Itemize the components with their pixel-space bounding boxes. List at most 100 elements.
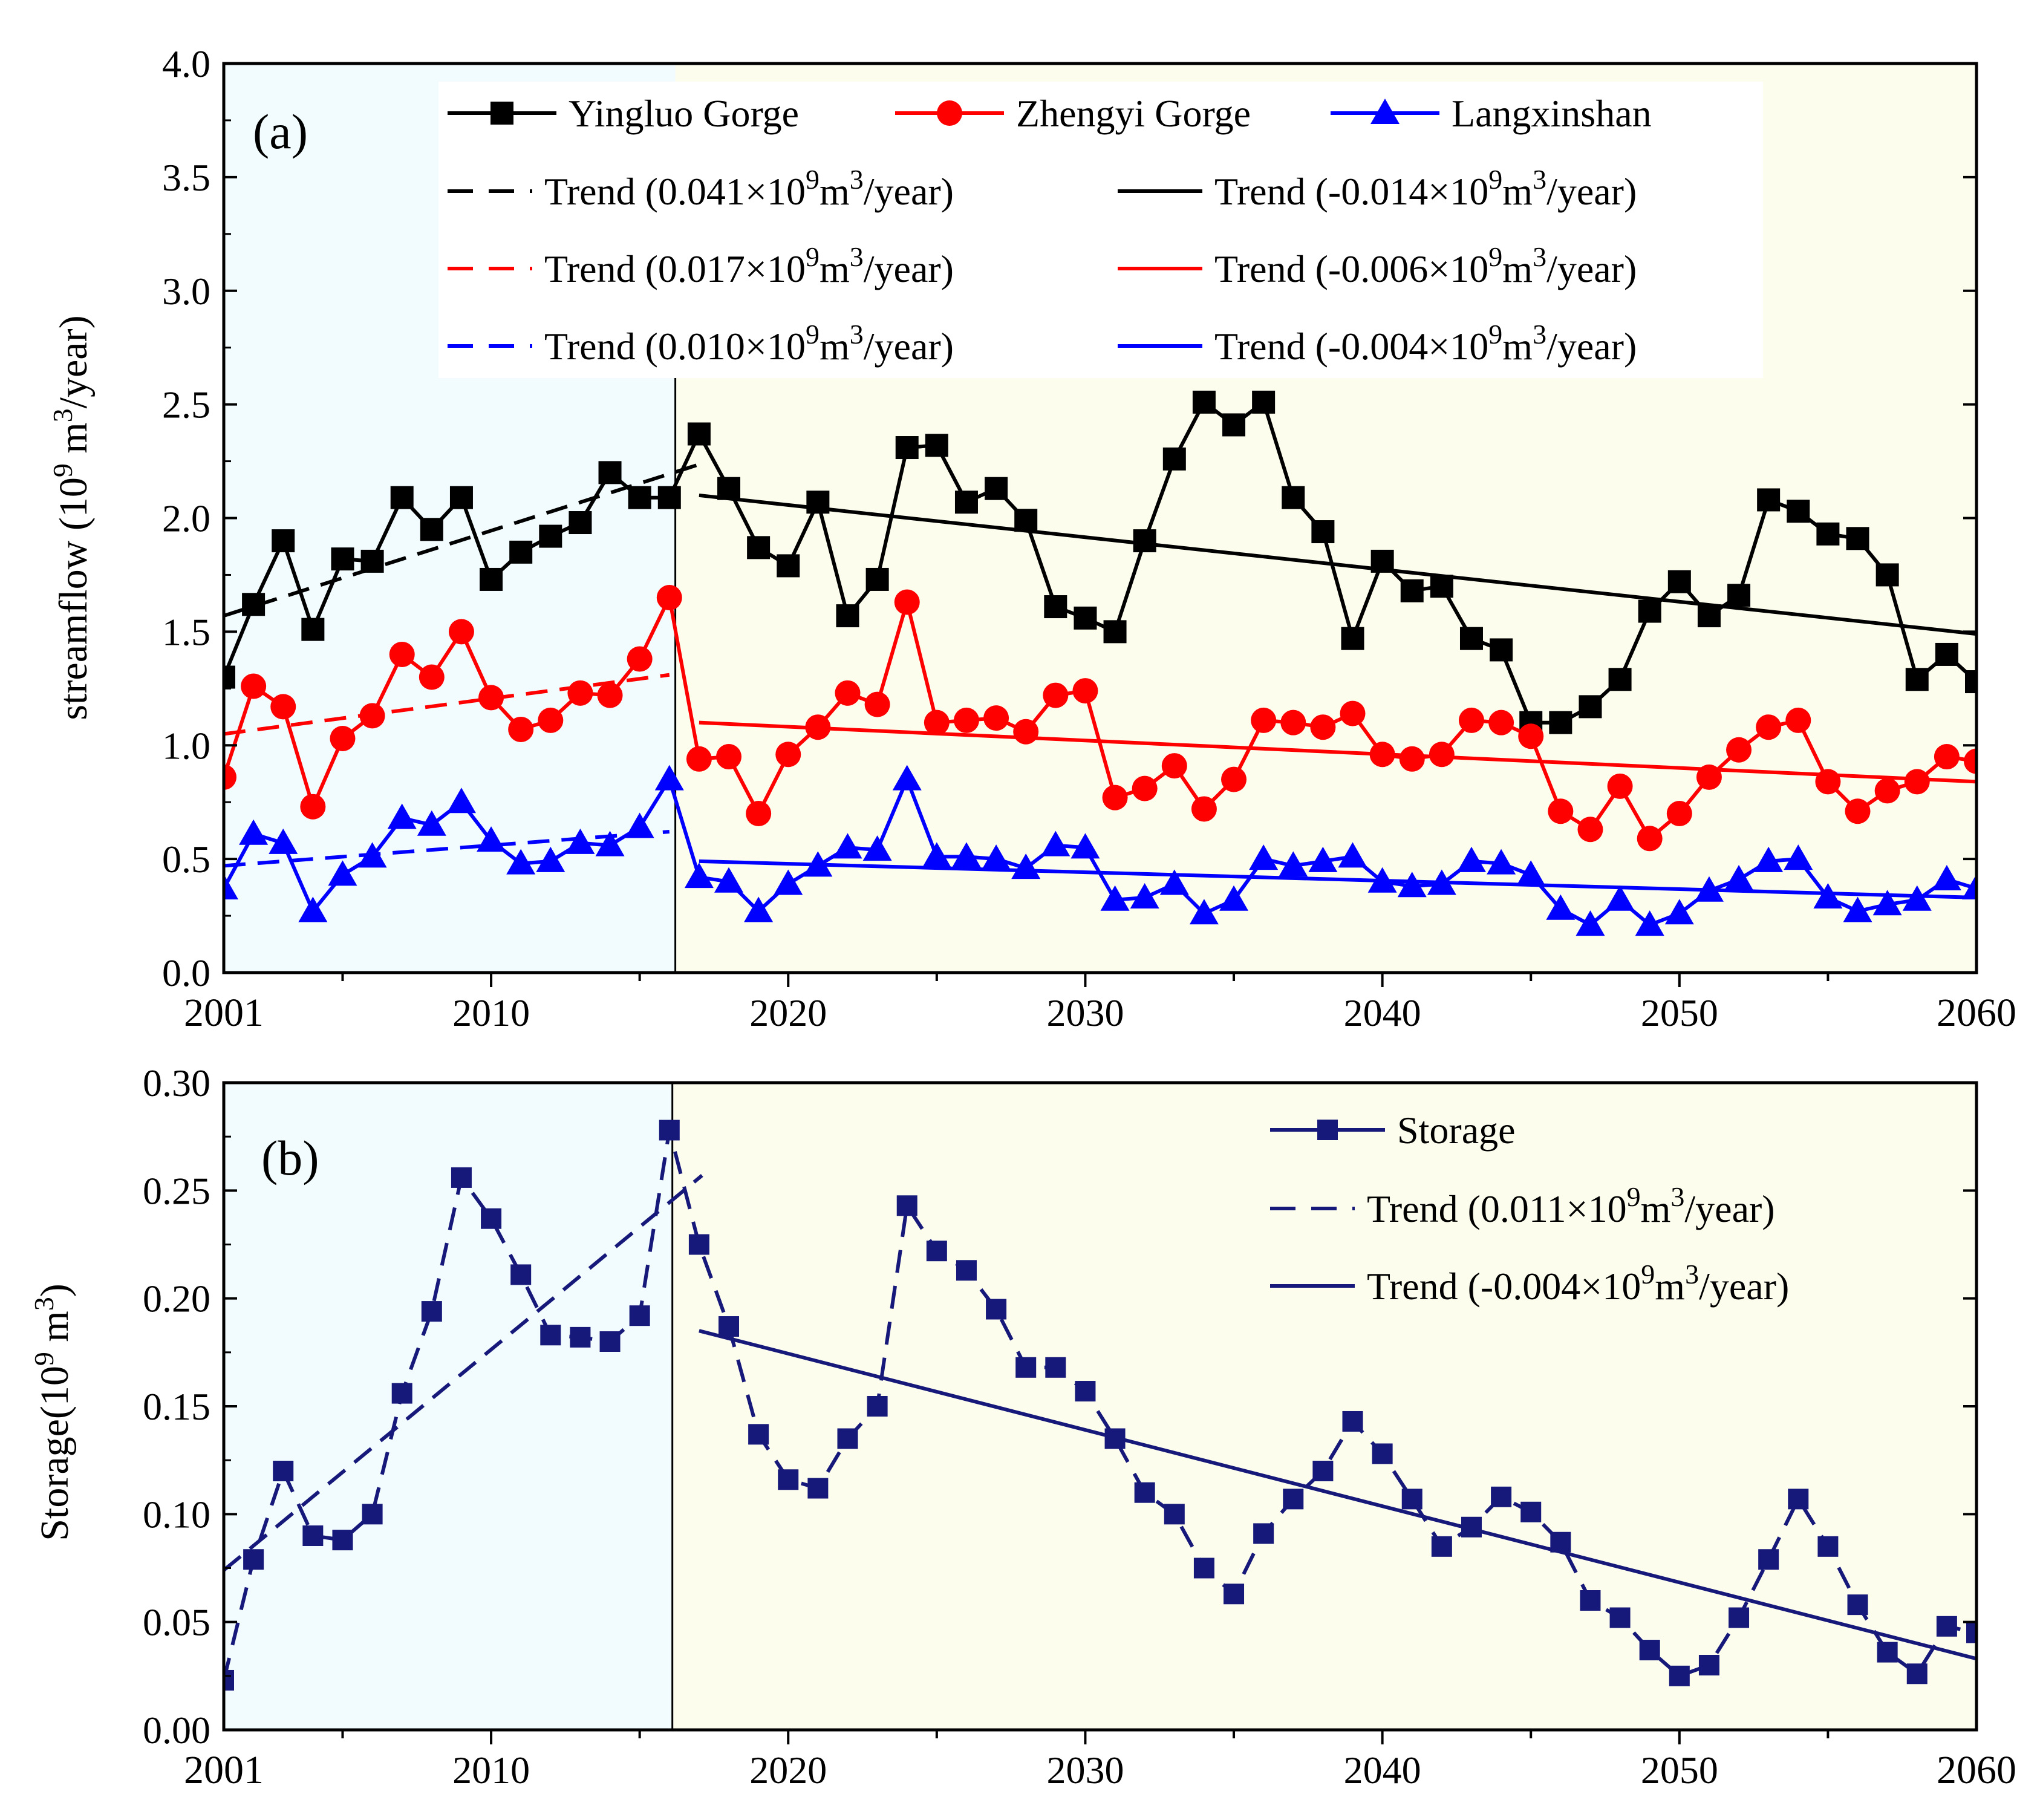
panel-a-series-langxinshan-point xyxy=(565,828,595,854)
panel-a-series-zhengyi-gorge-point xyxy=(775,742,801,768)
panel-b-series-storage-point xyxy=(570,1326,591,1348)
panel-a-series-yingluo-gorge-point xyxy=(717,477,741,500)
panel-a-series-yingluo-gorge-point xyxy=(1430,575,1453,598)
panel-a-series-zhengyi-gorge-point xyxy=(1251,707,1277,733)
panel-a-series-langxinshan-point xyxy=(1872,890,1902,916)
panel-a-series-langxinshan-point xyxy=(1694,876,1724,902)
panel-b-series-storage-point xyxy=(688,1234,709,1255)
panel-a-series-zhengyi-gorge-point xyxy=(656,585,682,611)
panel-b-series-storage-point xyxy=(1015,1357,1037,1378)
panel-a-series-langxinshan-point xyxy=(862,835,892,861)
panel-a-series-langxinshan-point xyxy=(1724,864,1754,890)
panel-a-y-ticks: 0.0 0.5 1.0 1.5 2.0 2.5 3.0 3.5 4.0 xyxy=(162,42,1976,994)
panel-a-series-zhengyi-gorge-point xyxy=(746,800,772,826)
panel-b-series-storage-point xyxy=(1550,1531,1571,1553)
panel-b-series-storage-point xyxy=(837,1428,858,1449)
panel-a-series-zhengyi-gorge-point xyxy=(567,680,593,706)
panel-b-y-tick-label: 0.05 xyxy=(143,1601,210,1644)
panel-a-y-tick-label: 0.0 xyxy=(162,951,210,994)
panel-b-y-tick-label: 0.20 xyxy=(143,1277,210,1320)
panel-a-series-yingluo-gorge-point xyxy=(1905,668,1929,691)
panel-a-series-zhengyi-gorge-point xyxy=(1666,800,1692,826)
panel-a-series-zhengyi-gorge-point xyxy=(1964,748,1976,774)
panel-a-series-langxinshan-point xyxy=(1189,899,1219,925)
panel-a-series-langxinshan-point xyxy=(744,896,774,922)
panel-a-series-yingluo-gorge-point xyxy=(420,518,443,541)
panel-a-series-langxinshan-point xyxy=(714,867,744,893)
panel-a-series-zhengyi-gorge-point xyxy=(835,680,861,706)
panel-a-series-zhengyi-gorge-point xyxy=(983,705,1009,731)
panel-a-series-langxinshan-point xyxy=(1635,910,1664,936)
panel-a-series-yingluo-gorge-point xyxy=(1549,711,1572,734)
panel-a-series-zhengyi-gorge-point xyxy=(448,619,474,645)
panel-a-series-langxinshan-point xyxy=(1427,869,1456,895)
panel-b-series-storage-point xyxy=(1758,1549,1779,1570)
panel-b-series-storage-point xyxy=(391,1383,412,1404)
panel-a-x-tick-label: 2060 xyxy=(1937,991,2016,1035)
panel-a-series-zhengyi-gorge-point xyxy=(1637,826,1663,852)
panel-b-series-storage-point xyxy=(1134,1482,1155,1503)
panel-a-series-langxinshan-point xyxy=(774,869,803,895)
panel-b-series-storage-point xyxy=(1461,1516,1482,1538)
panel-a-series-yingluo-gorge-point xyxy=(1252,390,1276,414)
panel-a-legend-series-1-marker xyxy=(490,102,513,125)
panel-a-x-tick-label: 2030 xyxy=(1046,991,1124,1034)
panel-a-series-yingluo-gorge-point xyxy=(1846,527,1869,550)
panel-b-series-storage-point xyxy=(1936,1616,1957,1637)
panel-a-series-yingluo-gorge-point xyxy=(954,491,978,514)
panel-a-trend-line-1 xyxy=(224,462,703,618)
panel-b-series-storage-point xyxy=(896,1195,917,1216)
panel-a-series-zhengyi-gorge-point xyxy=(1756,714,1782,740)
panel-b-legend-trend-label-1: Trend (0.011×109m3/year) xyxy=(1367,1181,1775,1230)
panel-a-series-yingluo-gorge-point xyxy=(1074,606,1097,630)
panel-a-series-yingluo-gorge-point xyxy=(509,540,533,564)
panel-a-series-zhengyi-gorge-point xyxy=(538,707,564,733)
panel-a-series-langxinshan-point xyxy=(1516,860,1546,886)
panel-a-series-zhengyi-gorge-point xyxy=(419,664,445,690)
panel-a-series-yingluo-gorge-point xyxy=(390,486,414,509)
panel-a-x-tick-label: 2001 xyxy=(184,991,264,1035)
panel-b-series xyxy=(224,1120,1976,1691)
panel-a-series-yingluo-gorge-point xyxy=(1459,627,1483,650)
panel-a-legend-series-2-label: Zhengyi Gorge xyxy=(1016,92,1251,135)
panel-b-x-tick-label: 2001 xyxy=(184,1748,264,1792)
panel-a-series-zhengyi-gorge-point xyxy=(686,746,712,772)
panel-a-label: (a) xyxy=(253,104,308,159)
panel-b-series-storage-point xyxy=(481,1208,502,1229)
panel-a-series-langxinshan-point xyxy=(1546,894,1576,920)
panel-b-x-ticks: 2001 2010 2020 2030 2040 2050 2060 xyxy=(184,1730,2016,1792)
panel-a-series-langxinshan-point xyxy=(595,830,625,856)
panel-a-series-langxinshan-point xyxy=(387,803,417,829)
panel-a-series-langxinshan-point xyxy=(506,849,536,875)
panel-a-y-tick-label: 2.0 xyxy=(162,497,210,540)
panel-a-series-zhengyi-gorge-point xyxy=(1607,773,1633,799)
panel-a-series-yingluo-gorge-point xyxy=(331,547,354,571)
panel-a-series-langxinshan-point xyxy=(417,810,446,836)
panel-a-series-yingluo-gorge-point xyxy=(272,529,295,553)
panel-a-series-zhengyi-gorge-point xyxy=(864,691,890,717)
panel-a-series-langxinshan-point xyxy=(654,765,684,791)
panel-a-series-zhengyi-gorge-point xyxy=(508,716,534,742)
panel-a-series-langxinshan-point xyxy=(1071,833,1100,859)
panel-b-series-storage-point xyxy=(1788,1489,1809,1510)
panel-b-x-tick-label: 2060 xyxy=(1937,1748,2016,1792)
panel-b-bg-historical xyxy=(224,1083,673,1730)
panel-a-legend-series-1-label: Yingluo Gorge xyxy=(569,92,799,135)
panel-a-series-zhengyi-gorge-point xyxy=(1815,769,1841,795)
panel-a-series-langxinshan-point xyxy=(892,765,922,791)
panel-a-series-zhengyi-gorge-point xyxy=(478,685,504,711)
panel-b-x-tick-label: 2010 xyxy=(452,1749,530,1792)
panel-a-series-zhengyi-gorge-point xyxy=(716,744,742,770)
panel-b-series-storage-point xyxy=(719,1316,740,1337)
panel-a-legend-trend-label-2: Trend (-0.014×109m3/year) xyxy=(1214,164,1637,213)
panel-a-y-tick-label: 2.5 xyxy=(162,383,210,426)
panel-a-series-zhengyi-gorge-point xyxy=(1369,742,1395,768)
panel-a-x-tick-label: 2010 xyxy=(452,991,530,1034)
panel-a-series-zhengyi-gorge-point xyxy=(894,589,920,615)
panel-a-series-yingluo-gorge-point xyxy=(242,593,266,616)
panel-b-y-tick-label: 0.15 xyxy=(143,1385,210,1428)
panel-a-series-zhengyi-gorge-point xyxy=(1577,817,1603,843)
panel-a-series-yingluo-gorge-point xyxy=(1044,595,1067,619)
panel-a-legend-trend-label-1: Trend (0.041×109m3/year) xyxy=(544,164,954,213)
panel-a-series-langxinshan-point xyxy=(1932,864,1961,890)
